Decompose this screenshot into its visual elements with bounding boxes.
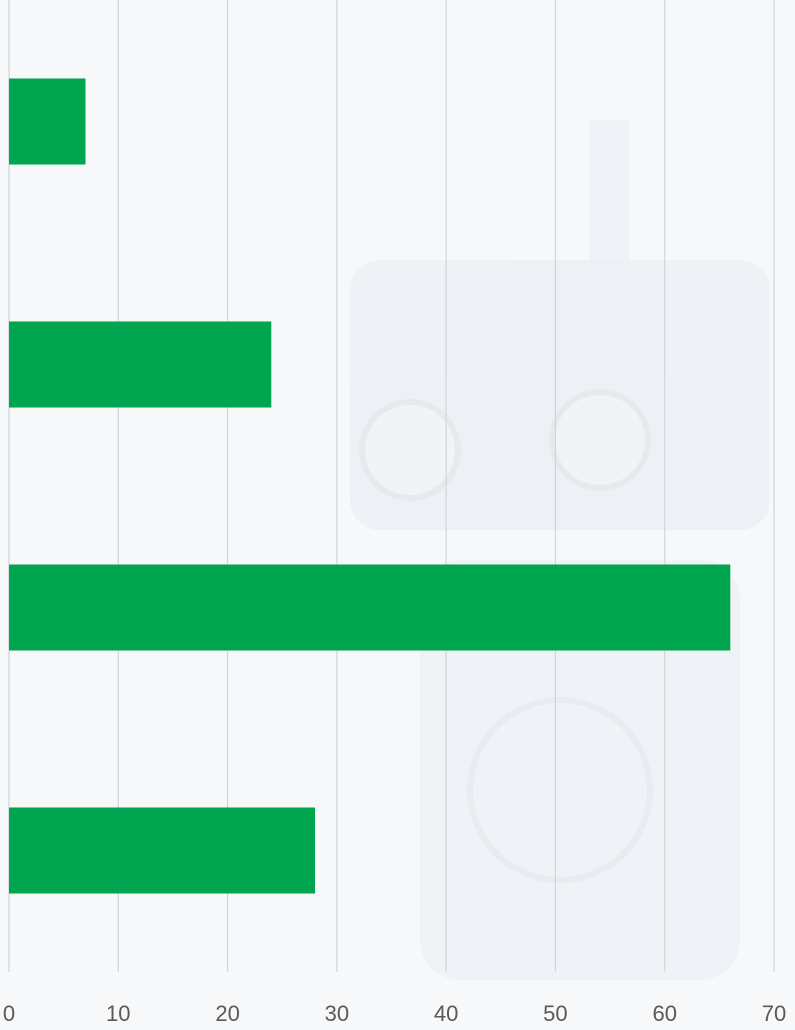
bar [9, 807, 315, 894]
bar [9, 321, 272, 408]
x-tick-label: 50 [543, 1001, 567, 1026]
x-tick-label: 10 [106, 1001, 130, 1026]
bar [9, 78, 86, 165]
x-tick-label: 0 [3, 1001, 15, 1026]
x-tick-label: 20 [215, 1001, 239, 1026]
x-tick-label: 70 [762, 1001, 786, 1026]
x-tick-label: 60 [652, 1001, 676, 1026]
bar [9, 564, 731, 651]
x-tick-label: 30 [325, 1001, 349, 1026]
x-tick-label: 40 [434, 1001, 458, 1026]
